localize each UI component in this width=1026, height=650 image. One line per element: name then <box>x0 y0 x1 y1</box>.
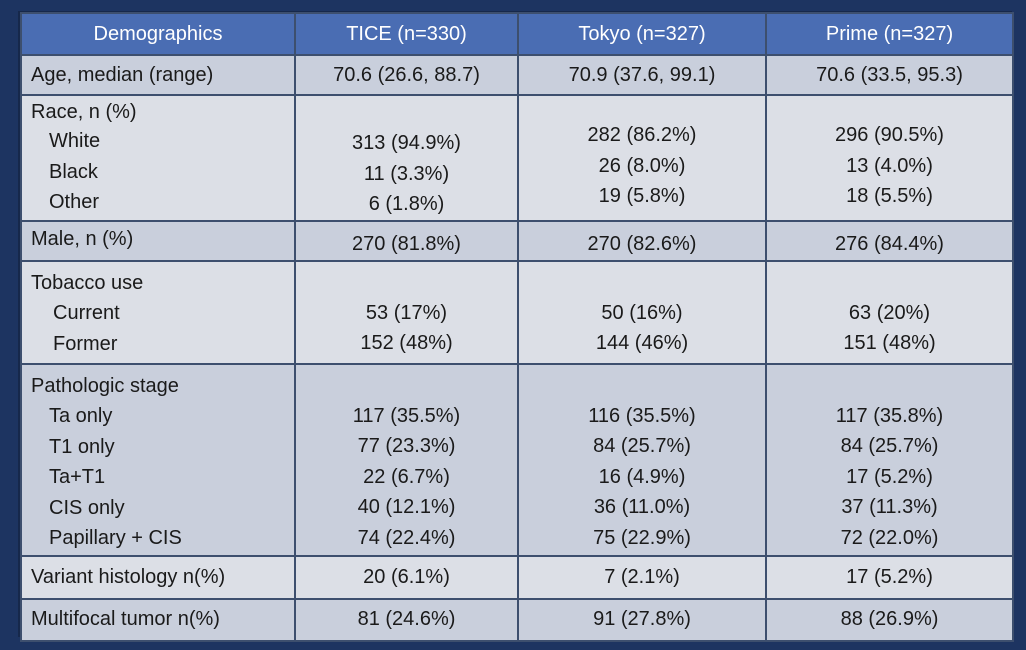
row-male: Male, n (%) 270 (81.8%) 270 (82.6%) 276 … <box>20 219 1014 262</box>
stage-ta-tice: 117 (35.5%) <box>352 404 461 427</box>
age-tice: 70.6 (26.6, 88.7) <box>294 54 519 96</box>
race-white-label: White <box>49 130 101 152</box>
tobacco-tokyo-cell: 50 (16%) 144 (46%) <box>517 259 767 365</box>
tobacco-former-prime: 151 (48%) <box>843 332 936 354</box>
race-other-prime: 18 (5.5%) <box>846 185 933 207</box>
multifocal-tice: 81 (24.6%) <box>294 597 519 642</box>
stage-cis-label: CIS only <box>49 496 125 519</box>
variant-tokyo: 7 (2.1%) <box>517 554 767 600</box>
row-multifocal: Multifocal tumor n(%) 81 (24.6%) 91 (27.… <box>20 597 1014 642</box>
stage-ta-label: Ta only <box>49 405 113 427</box>
stage-papillary-tice: 74 (22.4%) <box>357 526 456 549</box>
male-label: Male, n (%) <box>20 219 296 262</box>
tobacco-current-label: Current <box>53 302 120 324</box>
row-stage: Pathologic stage Ta only T1 only Ta+T1 C… <box>20 362 1014 557</box>
race-white-tice: 313 (94.9%) <box>352 132 461 154</box>
race-white-tokyo: 282 (86.2%) <box>587 124 697 146</box>
race-other-tokyo: 19 (5.8%) <box>598 185 686 207</box>
tobacco-current-tokyo: 50 (16%) <box>601 301 683 324</box>
stage-prime-cell: 117 (35.8%) 84 (25.7%) 17 (5.2%) 37 (11.… <box>765 362 1014 557</box>
stage-tokyo-cell: 116 (35.5%) 84 (25.7%) 16 (4.9%) 36 (11.… <box>517 362 767 557</box>
tobacco-heading: Tobacco use <box>31 271 144 294</box>
stage-t1-tokyo: 84 (25.7%) <box>593 435 691 457</box>
stage-cis-tokyo: 36 (11.0%) <box>593 496 691 518</box>
stage-t1-prime: 84 (25.7%) <box>840 435 939 457</box>
race-black-label: Black <box>49 160 98 183</box>
race-label-cell: Race, n (%) White Black Other <box>20 94 296 222</box>
variant-tice: 20 (6.1%) <box>294 554 519 600</box>
male-tice: 270 (81.8%) <box>294 219 519 262</box>
tobacco-former-tokyo: 144 (46%) <box>595 332 689 354</box>
race-tokyo-cell: 282 (86.2%) 26 (8.0%) 19 (5.8%) <box>517 94 767 222</box>
race-other-label: Other <box>49 191 100 213</box>
stage-papillary-prime: 72 (22.0%) <box>840 526 939 549</box>
header-prime: Prime (n=327) <box>765 12 1014 56</box>
stage-tat1-label: Ta+T1 <box>49 466 106 488</box>
multifocal-label: Multifocal tumor n(%) <box>20 597 296 642</box>
age-tokyo: 70.9 (37.6, 99.1) <box>517 54 767 96</box>
tobacco-former-label: Former <box>53 332 118 355</box>
demographics-table: Demographics TICE (n=330) Tokyo (n=327) … <box>20 12 1014 642</box>
stage-label-cell: Pathologic stage Ta only T1 only Ta+T1 C… <box>20 362 296 557</box>
multifocal-prime: 88 (26.9%) <box>765 597 1014 642</box>
header-tokyo: Tokyo (n=327) <box>517 12 767 56</box>
age-prime: 70.6 (33.5, 95.3) <box>765 54 1014 96</box>
tobacco-former-tice: 152 (48%) <box>360 332 453 354</box>
stage-cis-prime: 37 (11.3%) <box>841 496 938 518</box>
stage-t1-label: T1 only <box>49 435 115 458</box>
stage-tice-cell: 117 (35.5%) 77 (23.3%) 22 (6.7%) 40 (12.… <box>294 362 519 557</box>
race-white-prime: 296 (90.5%) <box>835 124 944 146</box>
stage-tat1-tice: 22 (6.7%) <box>363 465 450 488</box>
stage-heading: Pathologic stage <box>31 374 179 397</box>
age-label: Age, median (range) <box>20 54 296 96</box>
male-prime: 276 (84.4%) <box>765 219 1014 262</box>
tobacco-prime-cell: 63 (20%) 151 (48%) <box>765 259 1014 365</box>
race-black-tice: 11 (3.3%) <box>363 162 450 185</box>
stage-papillary-label: Papillary + CIS <box>49 527 182 549</box>
race-black-prime: 13 (4.0%) <box>846 154 933 177</box>
row-age: Age, median (range) 70.6 (26.6, 88.7) 70… <box>20 54 1014 96</box>
header-tice: TICE (n=330) <box>294 12 519 56</box>
race-prime-cell: 296 (90.5%) 13 (4.0%) 18 (5.5%) <box>765 94 1014 222</box>
row-race: Race, n (%) White Black Other 313 (94.9%… <box>20 94 1014 222</box>
stage-papillary-tokyo: 75 (22.9%) <box>593 526 691 549</box>
tobacco-current-prime: 63 (20%) <box>848 301 931 324</box>
variant-prime: 17 (5.2%) <box>765 554 1014 600</box>
race-other-tice: 6 (1.8%) <box>368 193 445 215</box>
tobacco-current-tice: 53 (17%) <box>365 301 448 324</box>
header-demographics: Demographics <box>20 12 296 56</box>
row-variant: Variant histology n(%) 20 (6.1%) 7 (2.1%… <box>20 554 1014 600</box>
stage-ta-tokyo: 116 (35.5%) <box>588 404 696 427</box>
header-row: Demographics TICE (n=330) Tokyo (n=327) … <box>20 12 1014 56</box>
row-tobacco: Tobacco use Current Former 53 (17%) 152 … <box>20 259 1014 365</box>
tobacco-tice-cell: 53 (17%) 152 (48%) <box>294 259 519 365</box>
race-black-tokyo: 26 (8.0%) <box>598 154 686 177</box>
stage-tat1-tokyo: 16 (4.9%) <box>598 465 686 488</box>
tobacco-label-cell: Tobacco use Current Former <box>20 259 296 365</box>
variant-label: Variant histology n(%) <box>20 554 296 600</box>
race-heading: Race, n (%) <box>31 101 137 123</box>
race-tice-cell: 313 (94.9%) 11 (3.3%) 6 (1.8%) <box>294 94 519 222</box>
multifocal-tokyo: 91 (27.8%) <box>517 597 767 642</box>
stage-cis-tice: 40 (12.1%) <box>357 496 456 518</box>
stage-ta-prime: 117 (35.8%) <box>835 404 944 427</box>
stage-t1-tice: 77 (23.3%) <box>357 435 456 457</box>
male-tokyo: 270 (82.6%) <box>517 219 767 262</box>
stage-tat1-prime: 17 (5.2%) <box>846 465 933 488</box>
